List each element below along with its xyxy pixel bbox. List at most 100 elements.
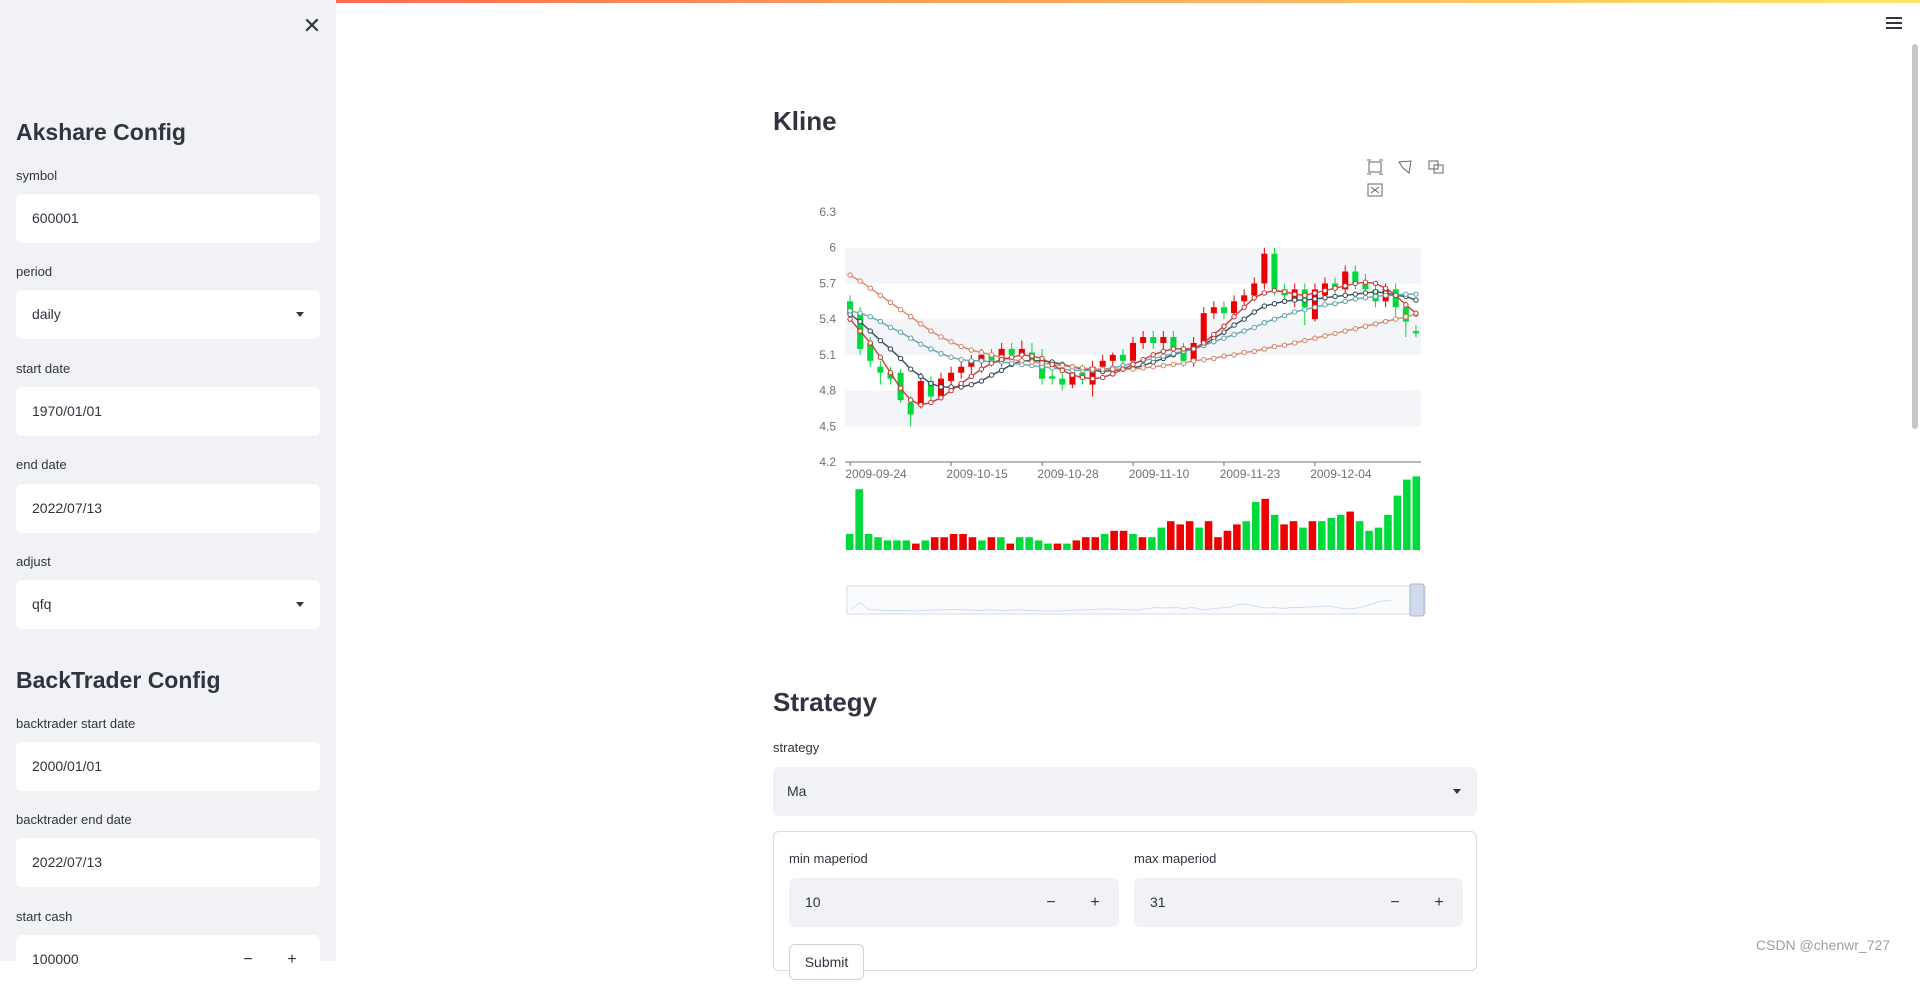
min-increment-button[interactable]: + <box>1090 894 1100 911</box>
volume-bar <box>1100 534 1109 550</box>
strategy-heading: Strategy <box>773 687 878 717</box>
watermark: CSDN @chenwr_727 <box>1756 937 1891 953</box>
volume-bar <box>1195 527 1203 550</box>
ma-point <box>1221 353 1227 359</box>
volume-bar <box>1006 543 1015 550</box>
ma-point <box>1039 355 1045 362</box>
volume-bar <box>940 537 948 550</box>
ma-point <box>968 358 975 364</box>
candle-body <box>958 366 965 373</box>
volume-bar <box>921 540 930 550</box>
ma-point <box>1251 348 1257 354</box>
bt-start-date-input[interactable]: 2000/01/01 <box>16 742 320 791</box>
start-cash-input[interactable]: 100000 − + <box>16 935 320 984</box>
candle-body <box>1251 283 1258 296</box>
start-date-input[interactable]: 1970/01/01 <box>16 387 320 436</box>
ma-point <box>1130 361 1136 368</box>
zoom-rect-icon[interactable] <box>1366 158 1384 176</box>
start-cash-value: 100000 <box>32 951 79 967</box>
ma-point <box>1302 297 1308 303</box>
symbol-label: symbol <box>16 168 58 183</box>
ma-point <box>1089 375 1096 382</box>
candle-body <box>1210 307 1217 314</box>
ma-point <box>1150 352 1156 358</box>
candle-body <box>887 372 894 379</box>
ma-point <box>918 321 924 327</box>
ma-point <box>948 354 954 360</box>
increment-button[interactable]: + <box>287 951 297 968</box>
ma-point <box>897 355 904 362</box>
ma-point <box>968 347 975 353</box>
y-tick-label: 6.3 <box>819 205 836 219</box>
chevron-down-icon <box>296 312 304 317</box>
ma-point <box>1049 361 1055 368</box>
max-maperiod-input[interactable]: 31 − + <box>1134 878 1463 927</box>
candle-body <box>1352 271 1359 284</box>
ma-point <box>1221 323 1227 329</box>
end-date-input[interactable]: 2022/07/13 <box>16 484 320 533</box>
ma-point <box>1372 280 1379 287</box>
ma-point <box>968 373 975 379</box>
volume-bar <box>1346 511 1354 550</box>
ma-point <box>1170 346 1177 352</box>
symbol-input[interactable]: 600001 <box>16 194 320 243</box>
ma-point <box>918 341 924 347</box>
ma-point <box>1261 346 1268 352</box>
ma-point <box>1413 310 1419 316</box>
close-sidebar-icon[interactable]: ✕ <box>302 13 322 38</box>
ma-point <box>938 334 944 340</box>
volume-bar <box>1299 527 1307 550</box>
ma-point <box>1362 279 1369 285</box>
ma-point <box>857 310 863 316</box>
min-maperiod-input[interactable]: 10 − + <box>789 878 1119 927</box>
ma-point <box>1271 343 1278 350</box>
min-decrement-button[interactable]: − <box>1046 894 1056 911</box>
ma-point <box>1382 318 1389 325</box>
ma-point <box>1110 366 1116 372</box>
keep-select-icon[interactable] <box>1427 158 1445 176</box>
ma-point <box>1372 321 1379 327</box>
max-decrement-button[interactable]: − <box>1390 894 1400 911</box>
ma-point <box>1251 324 1257 331</box>
ma-point <box>1261 320 1268 326</box>
ma-point <box>1352 296 1359 302</box>
ma-point <box>1231 331 1237 338</box>
decrement-button[interactable]: − <box>243 951 253 968</box>
ma-point <box>1231 352 1237 358</box>
submit-button[interactable]: Submit <box>789 944 864 980</box>
period-select[interactable]: daily <box>16 290 320 339</box>
ma-point <box>1342 298 1348 304</box>
max-maperiod-label: max maperiod <box>1134 851 1217 866</box>
volume-bar <box>1157 527 1166 550</box>
bt-end-date-input[interactable]: 2022/07/13 <box>16 838 320 887</box>
ma-point <box>1069 372 1076 378</box>
ma-point <box>1271 287 1278 294</box>
candle-body <box>1261 253 1268 284</box>
volume-bar <box>912 543 920 550</box>
ma-point <box>1271 300 1278 307</box>
volume-bar <box>949 534 958 550</box>
adjust-select[interactable]: qfq <box>16 580 320 629</box>
y-tick-label: 6 <box>829 241 836 255</box>
volume-bar <box>1374 527 1383 550</box>
page-scrollbar[interactable] <box>1912 44 1918 429</box>
ma-point <box>1069 364 1076 370</box>
adjust-label: adjust <box>16 554 51 569</box>
clear-select-icon[interactable] <box>1366 181 1384 199</box>
x-tick-label: 2009-10-15 <box>946 467 1008 481</box>
max-increment-button[interactable]: + <box>1434 894 1444 911</box>
ma-point <box>1302 337 1308 344</box>
hamburger-menu-icon[interactable] <box>1886 14 1906 34</box>
ma-point <box>1039 360 1045 366</box>
ma-point <box>938 395 944 401</box>
kline-chart: 4.2 4.5 4.8 5.1 5.4 5.7 6 6.3 2009-09-24 2009-10-… <box>773 190 1477 620</box>
volume-bar <box>1129 534 1137 550</box>
lasso-select-icon[interactable] <box>1396 158 1414 176</box>
ma-point <box>867 285 873 291</box>
strategy-select[interactable]: Ma <box>773 767 1477 816</box>
ma-point <box>907 366 914 372</box>
volume-bar <box>1393 495 1402 550</box>
candle-body <box>1049 376 1056 379</box>
ma-point <box>1372 293 1379 300</box>
candle-body <box>1109 354 1116 361</box>
